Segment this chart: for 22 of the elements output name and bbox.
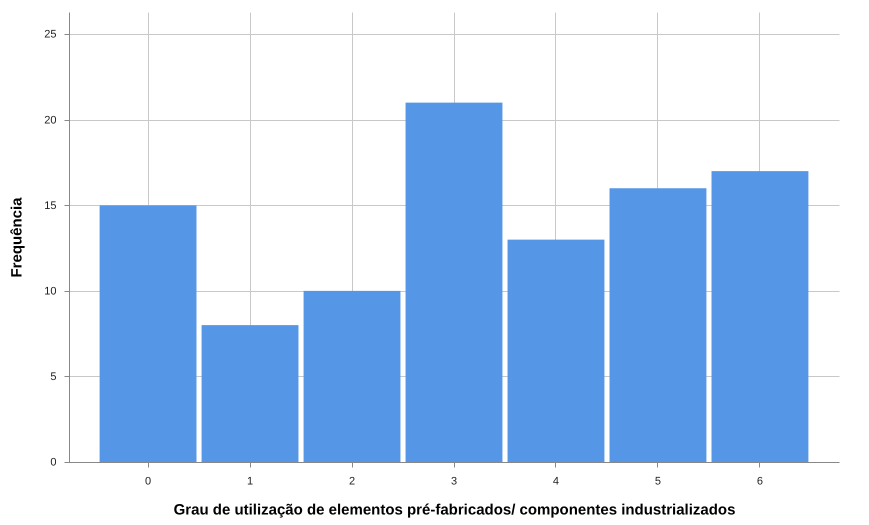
- y-tick-label: 5: [50, 370, 56, 383]
- x-tick-label: 5: [654, 476, 662, 488]
- bar: [406, 102, 502, 462]
- y-tick-label: 0: [50, 456, 56, 468]
- x-tick-label: 2: [348, 476, 356, 488]
- bar: [100, 205, 196, 462]
- x-tick-label: 6: [756, 476, 764, 488]
- y-tick-label: 15: [44, 200, 56, 212]
- y-axis-title: Frequência: [8, 196, 26, 278]
- bar: [712, 171, 808, 462]
- x-tick-label: 0: [144, 476, 152, 488]
- bar: [202, 325, 298, 462]
- x-tick-label: 1: [246, 476, 254, 488]
- y-tick-label: 10: [44, 285, 56, 298]
- bar: [304, 290, 400, 462]
- bar: [610, 188, 706, 462]
- x-axis-title: Grau de utilização de elementos pré-fabricados/ componentes industrializados: [174, 502, 736, 518]
- y-tick-label: 25: [44, 28, 56, 41]
- y-tick-label: 20: [44, 114, 56, 126]
- bar: [508, 240, 604, 462]
- x-tick-label: 4: [552, 476, 560, 488]
- x-tick-label: 3: [450, 476, 458, 488]
